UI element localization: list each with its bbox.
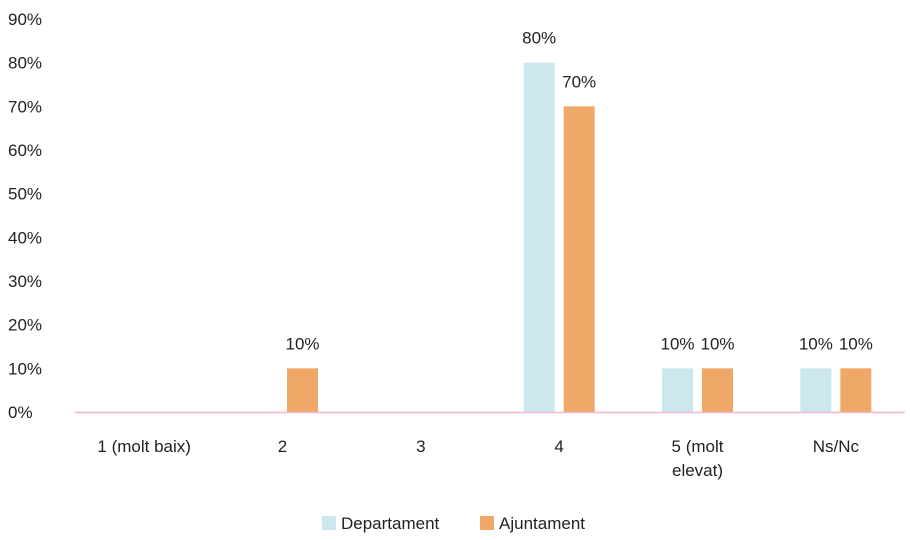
bar-ajuntament-5 (840, 368, 872, 412)
data-label: 10% (799, 334, 833, 353)
data-label: 70% (562, 72, 596, 91)
legend-item-ajuntament: Ajuntament (480, 514, 585, 533)
x-category-label-line: 4 (554, 437, 563, 456)
legend-item-departament: Departament (322, 514, 440, 533)
legend-swatch (322, 516, 336, 530)
x-category-label-line: 3 (416, 437, 425, 456)
x-category-label-line: 5 (molt (672, 437, 724, 456)
data-label: 80% (522, 29, 556, 48)
legend-swatch (480, 516, 494, 530)
y-tick-label: 10% (8, 359, 42, 378)
data-label: 10% (285, 334, 319, 353)
bars (287, 62, 872, 413)
data-label: 10% (700, 334, 734, 353)
y-tick-label: 0% (8, 403, 33, 422)
bar-ajuntament-4 (702, 368, 733, 412)
x-category-label: Ns/Nc (813, 437, 860, 456)
x-category-label: 3 (416, 437, 425, 456)
data-label: 10% (660, 334, 694, 353)
legend: Departament Ajuntament (322, 514, 585, 533)
y-tick-label: 50% (8, 185, 42, 204)
y-tick-label: 20% (8, 316, 42, 335)
x-category-label-line: Ns/Nc (813, 437, 860, 456)
x-category-label-line: elevat) (672, 461, 723, 480)
y-tick-label: 60% (8, 141, 42, 160)
y-tick-label: 90% (8, 10, 42, 29)
y-axis-ticks: 0% 10% 20% 30% 40% 50% 60% 70% 80% 90% (8, 10, 42, 422)
x-category-label: 5 (molt elevat) (672, 437, 724, 480)
x-category-label-line: 1 (molt baix) (97, 437, 191, 456)
legend-label: Departament (341, 514, 440, 533)
data-label: 10% (839, 334, 873, 353)
legend-label: Ajuntament (499, 514, 585, 533)
y-tick-label: 40% (8, 228, 42, 247)
y-tick-label: 80% (8, 54, 42, 73)
bar-departament-5 (800, 368, 832, 412)
x-category-label-line: 2 (278, 437, 287, 456)
bar-ajuntament-3 (563, 106, 595, 412)
bar-ajuntament-1 (287, 368, 318, 412)
y-tick-label: 30% (8, 272, 42, 291)
x-axis-category-labels: 1 (molt baix) 2 3 4 5 (molt elevat) Ns/Nc (97, 437, 859, 480)
data-labels: 10% 80% 70% 10% 10% 10% 10% (285, 29, 872, 354)
bar-departament-3 (523, 62, 555, 413)
bar-departament-4 (662, 368, 693, 412)
x-category-label: 4 (554, 437, 563, 456)
y-tick-label: 70% (8, 97, 42, 116)
x-category-label: 1 (molt baix) (97, 437, 191, 456)
x-category-label: 2 (278, 437, 287, 456)
